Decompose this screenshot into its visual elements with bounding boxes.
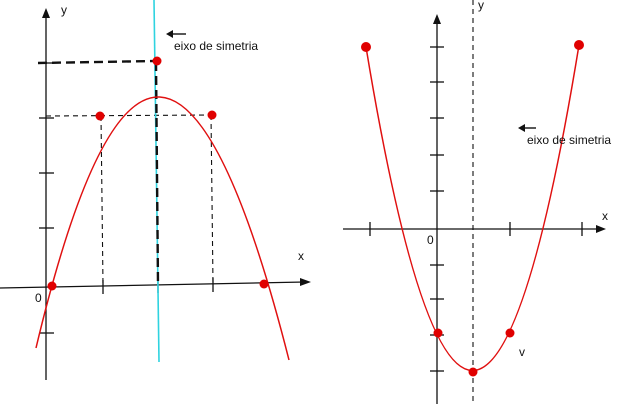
left-vertex-point — [152, 56, 162, 66]
right-symmetry-label: eixo de simetria — [527, 133, 611, 147]
left-parabola — [35, 96, 290, 361]
left-vertical-guide — [100, 115, 104, 286]
right-symmetry-arrowhead — [518, 124, 525, 132]
left-vertex-height-guide — [37, 59, 157, 65]
left-horizontal-guide — [45, 114, 214, 117]
right-graph: y x 0 v eixo de simetria — [343, 0, 611, 404]
left-symmetry-dashed — [154, 61, 160, 286]
left-root-point — [259, 279, 269, 289]
right-x-axis-arrow — [596, 225, 606, 233]
left-origin-label: 0 — [35, 291, 42, 305]
right-curve-point — [361, 42, 371, 52]
left-y-axis-arrow — [42, 8, 50, 18]
right-x-label: x — [602, 209, 608, 223]
left-y-label: y — [61, 3, 67, 17]
right-vertex-label: v — [519, 345, 525, 359]
left-curve-point — [95, 111, 105, 121]
left-root-point — [47, 281, 57, 291]
left-vertical-guide — [210, 114, 214, 285]
left-symmetry-label: eixo de simetria — [174, 39, 258, 53]
right-y-axis-arrow — [433, 14, 441, 24]
right-symmetric-point — [505, 328, 515, 338]
left-curve-point — [207, 110, 217, 120]
left-symmetry-arrowhead — [166, 30, 173, 38]
right-y-intercept-point — [433, 328, 443, 338]
right-curve-point — [574, 40, 584, 50]
right-y-label: y — [478, 0, 484, 12]
left-x-axis-arrow — [300, 278, 311, 286]
right-vertex-point — [468, 367, 478, 377]
right-origin-label: 0 — [427, 233, 434, 247]
left-x-label: x — [298, 249, 304, 263]
left-graph: y x 0 eixo de simetr — [0, 0, 311, 380]
